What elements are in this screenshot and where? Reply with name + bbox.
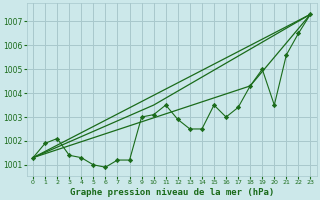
- X-axis label: Graphe pression niveau de la mer (hPa): Graphe pression niveau de la mer (hPa): [70, 188, 274, 197]
